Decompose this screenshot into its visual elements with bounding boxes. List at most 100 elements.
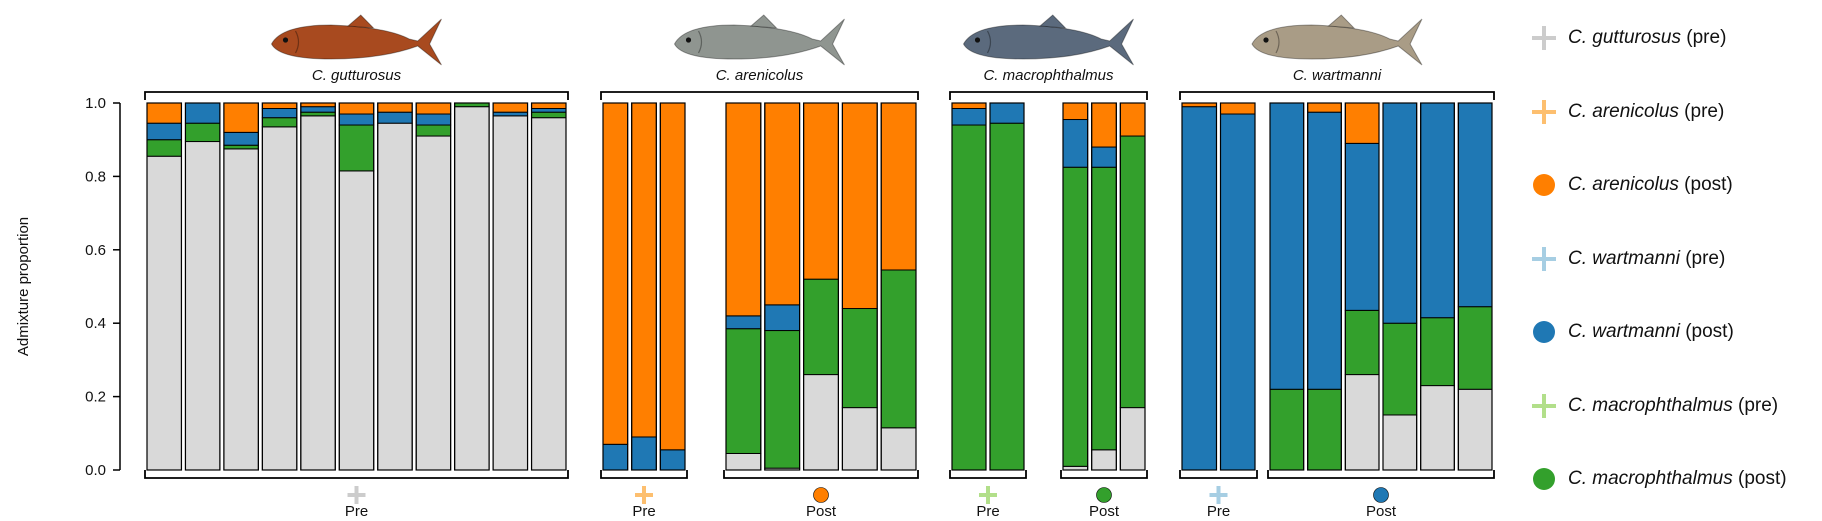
group-label: Pre bbox=[632, 503, 655, 520]
bar-segment-gray bbox=[1420, 385, 1455, 471]
bar-segment-blue bbox=[415, 113, 452, 126]
bar-segment-gray bbox=[415, 135, 452, 471]
bar-outline bbox=[602, 102, 629, 471]
bar-segment-gray bbox=[223, 148, 259, 471]
bar-outline bbox=[1091, 102, 1117, 471]
bar-segment-blue bbox=[1457, 102, 1493, 308]
top-bracket bbox=[600, 91, 919, 100]
bar-segment-blue bbox=[989, 102, 1025, 124]
bar-segment-gray bbox=[531, 117, 567, 471]
legend-label: C. macrophthalmus (pre) bbox=[1568, 395, 1778, 417]
bottom-bracket bbox=[1060, 470, 1148, 479]
bar-segment-orange bbox=[377, 102, 413, 113]
legend-dot-icon bbox=[1530, 318, 1558, 346]
bar-segment-blue bbox=[492, 111, 529, 117]
group-label: Post bbox=[806, 503, 837, 520]
bar-segment-green bbox=[1344, 309, 1380, 376]
bar-outline bbox=[725, 102, 762, 471]
bar-segment-green bbox=[531, 111, 567, 119]
legend-period: (pre) bbox=[1679, 247, 1726, 269]
bottom-bracket bbox=[723, 470, 919, 479]
bar-segment-gray bbox=[146, 155, 182, 471]
fish-dorsal-fin bbox=[1038, 14, 1067, 29]
panel-c--arenicolus: C. arenicolus Pre Post bbox=[600, 14, 919, 520]
bar-segment-gray bbox=[338, 170, 375, 471]
bar-outline bbox=[802, 102, 839, 471]
bottom-bracket bbox=[144, 470, 569, 479]
bar-segment-blue bbox=[1344, 142, 1380, 311]
legend-species: C. gutturosus bbox=[1568, 27, 1681, 48]
bar-segment-blue bbox=[725, 315, 762, 330]
bar-segment-orange bbox=[764, 102, 801, 306]
y-tick-label: 0.6 bbox=[85, 242, 106, 259]
bar-segment-orange bbox=[803, 102, 839, 280]
bar-segment-orange bbox=[261, 102, 298, 110]
bar-segment-orange bbox=[602, 102, 629, 445]
bar-segment-green bbox=[764, 330, 801, 469]
bar-segment-green bbox=[1269, 388, 1305, 471]
group-label: Post bbox=[1366, 503, 1397, 520]
legend-period: (pre) bbox=[1678, 100, 1725, 122]
bar-segment-gray bbox=[880, 427, 917, 471]
bar-segment-green bbox=[184, 122, 221, 143]
panel-c--macrophthalmus: C. macrophthalmus Pre Post bbox=[949, 14, 1148, 520]
bar-segment-blue bbox=[184, 102, 221, 124]
fish-eye bbox=[685, 37, 692, 43]
bar-segment-orange bbox=[631, 102, 657, 438]
bar-outline bbox=[631, 102, 657, 471]
legend-cross-icon bbox=[1530, 24, 1558, 52]
legend-item: C. macrophthalmus (pre) bbox=[1530, 386, 1778, 426]
bar-outline bbox=[338, 102, 375, 471]
y-axis-label: Admixture proportion bbox=[15, 217, 32, 356]
fish-image bbox=[673, 14, 845, 66]
bar-segment-blue bbox=[531, 108, 567, 113]
legend-label: C. wartmanni (post) bbox=[1568, 321, 1734, 343]
fish-dorsal-fin bbox=[346, 14, 375, 29]
bar-segment-green bbox=[1091, 166, 1117, 451]
legend-species: C. arenicolus bbox=[1568, 100, 1679, 122]
bar-outline bbox=[377, 102, 413, 471]
bar-segment-blue bbox=[300, 106, 336, 113]
legend-item: C. wartmanni (post) bbox=[1530, 312, 1734, 352]
bar-segment-blue bbox=[1091, 146, 1117, 168]
bar-segment-blue bbox=[1420, 102, 1455, 319]
bar-segment-green bbox=[1382, 322, 1418, 416]
bar-segment-gray bbox=[803, 374, 839, 471]
bar-outline bbox=[223, 102, 259, 471]
bar-segment-gray bbox=[1382, 414, 1418, 471]
legend-item: C. gutturosus (pre) bbox=[1530, 18, 1726, 58]
fish-body bbox=[673, 18, 845, 66]
species-title: C. gutturosus bbox=[312, 67, 402, 84]
bar-segment-green bbox=[338, 124, 375, 172]
top-bracket bbox=[144, 91, 569, 100]
bar-segment-green bbox=[803, 278, 839, 376]
bar-segment-blue bbox=[338, 113, 375, 126]
legend-species: C. wartmanni bbox=[1568, 247, 1680, 269]
fish-eye bbox=[1263, 37, 1269, 43]
bar-outline bbox=[1307, 102, 1342, 471]
y-axis: 0.0 0.2 0.4 0.6 0.8 1.0 Admixture proportion bbox=[15, 95, 121, 479]
bar-segment-gray bbox=[1091, 449, 1117, 471]
bar-segment-orange bbox=[146, 102, 182, 124]
bar-segment-gray bbox=[300, 115, 336, 471]
legend-period: (post) bbox=[1679, 321, 1734, 342]
y-tick-label: 0.8 bbox=[85, 168, 106, 185]
bar-outline bbox=[146, 102, 183, 471]
y-tick-label: 1.0 bbox=[85, 95, 106, 112]
bar-segment-blue bbox=[377, 111, 413, 124]
post-marker-dot bbox=[1096, 487, 1112, 503]
bar-outline bbox=[989, 102, 1025, 471]
legend-species: C. macrophthalmus bbox=[1568, 394, 1733, 416]
bar-segment-blue bbox=[602, 443, 629, 471]
bar-outline bbox=[951, 102, 987, 471]
top-bracket bbox=[1179, 91, 1495, 100]
bar-outline bbox=[764, 102, 801, 471]
bar-segment-orange bbox=[725, 102, 762, 317]
bar-segment-blue bbox=[631, 436, 657, 471]
panel-c--wartmanni: C. wartmanni Pre Post bbox=[1179, 14, 1495, 520]
bar-segment-blue bbox=[1181, 106, 1217, 471]
fish-dorsal-fin bbox=[1327, 14, 1356, 29]
bar-outline bbox=[1062, 102, 1089, 471]
bar-segment-orange bbox=[415, 102, 452, 115]
